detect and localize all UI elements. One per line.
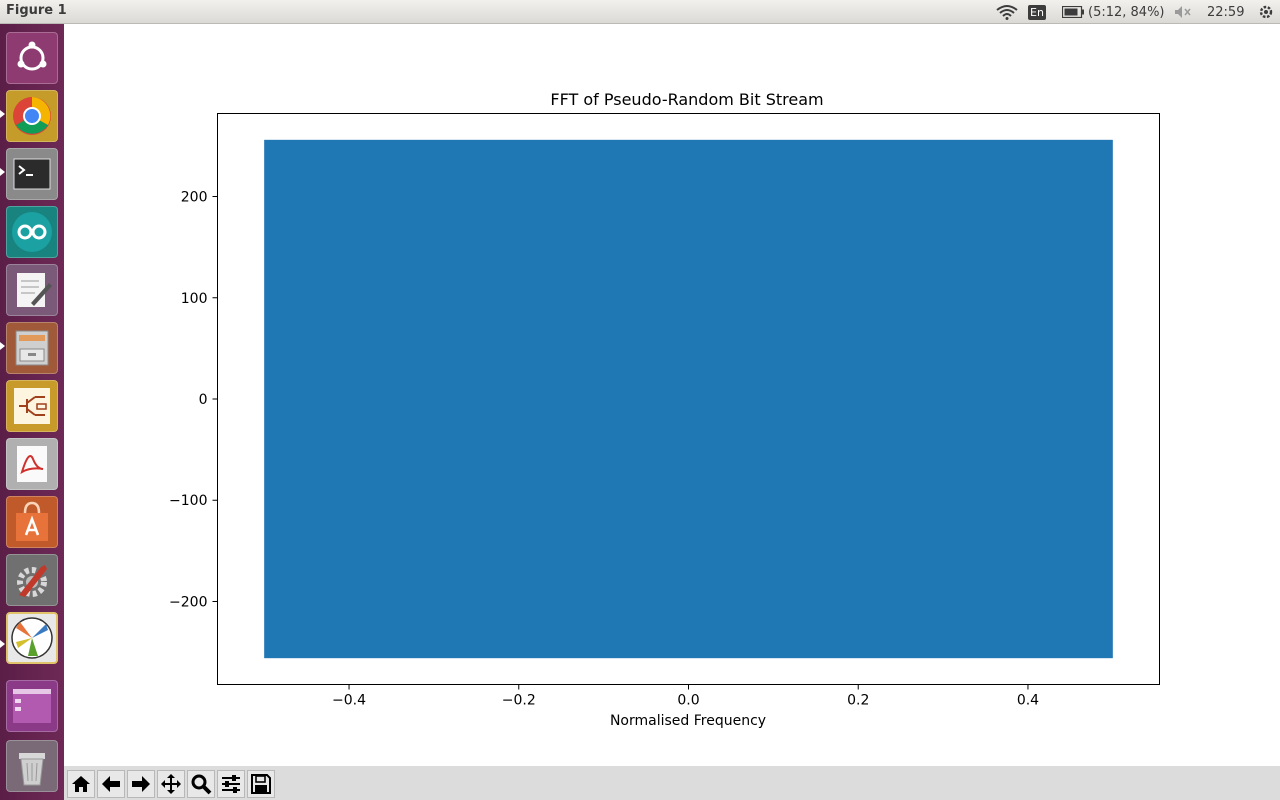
y-tick-label: −100 [169, 493, 207, 509]
x-tick-label: −0.2 [502, 693, 536, 709]
wifi-icon[interactable] [996, 0, 1018, 24]
keyboard-layout-indicator[interactable]: En [1028, 0, 1046, 24]
arduino-icon[interactable] [6, 206, 58, 258]
x-tick-label: 0.0 [677, 693, 699, 709]
pan-icon[interactable] [157, 770, 185, 798]
terminal-icon[interactable] [6, 148, 58, 200]
zoom-icon[interactable] [187, 770, 215, 798]
configure-subplots-icon[interactable] [217, 770, 245, 798]
launcher [0, 24, 64, 800]
window-title: Figure 1 [6, 3, 67, 18]
y-tick-label: 200 [181, 190, 208, 206]
battery-status: (5:12, 84%) [1088, 4, 1165, 20]
python-figure-icon[interactable] [6, 612, 58, 664]
y-tick-label: 0 [199, 392, 208, 408]
forward-icon[interactable] [127, 770, 155, 798]
x-axis-label: Normalised Frequency [610, 713, 766, 729]
ubuntu-dash-icon[interactable] [6, 32, 58, 84]
volume-muted-icon[interactable] [1174, 0, 1192, 24]
file-cabinet-icon[interactable] [6, 322, 58, 374]
circuit-editor-icon[interactable] [6, 380, 58, 432]
text-editor-icon[interactable] [6, 264, 58, 316]
back-icon[interactable] [97, 770, 125, 798]
y-tick-label: −200 [169, 594, 207, 610]
chart-title: FFT of Pseudo-Random Bit Stream [550, 90, 823, 109]
fft-chart: FFT of Pseudo-Random Bit Stream −0.4 −0.2… [169, 90, 1160, 729]
system-settings-icon[interactable] [6, 554, 58, 606]
home-icon[interactable] [67, 770, 95, 798]
software-center-icon[interactable] [6, 496, 58, 548]
pdf-reader-icon[interactable] [6, 438, 58, 490]
battery-icon [1062, 6, 1084, 18]
workspace-switcher-icon[interactable] [6, 680, 58, 732]
session-gear-icon[interactable] [1258, 0, 1274, 24]
trash-icon[interactable] [6, 740, 58, 792]
x-tick-label: 0.4 [1017, 693, 1039, 709]
x-tick-label: 0.2 [847, 693, 869, 709]
x-tick-label: −0.4 [332, 693, 366, 709]
save-icon[interactable] [247, 770, 275, 798]
clock-time: 22:59 [1207, 4, 1245, 20]
battery-indicator[interactable]: (5:12, 84%) [1062, 0, 1165, 24]
fft-series-band [264, 139, 1113, 659]
clock[interactable]: 22:59 [1207, 0, 1244, 24]
running-indicator [0, 110, 5, 118]
figure-toolbar [64, 766, 1280, 800]
running-indicator [0, 168, 5, 176]
keyboard-layout-icon: En [1028, 4, 1046, 20]
chrome-icon[interactable] [6, 90, 58, 142]
figure-canvas[interactable]: FFT of Pseudo-Random Bit Stream −0.4 −0.2… [64, 24, 1280, 766]
running-indicator [0, 342, 5, 350]
top-panel: Figure 1 En (5:12, 84%) 22:59 [0, 0, 1280, 24]
running-indicator [0, 640, 5, 648]
y-tick-label: 100 [181, 291, 208, 307]
